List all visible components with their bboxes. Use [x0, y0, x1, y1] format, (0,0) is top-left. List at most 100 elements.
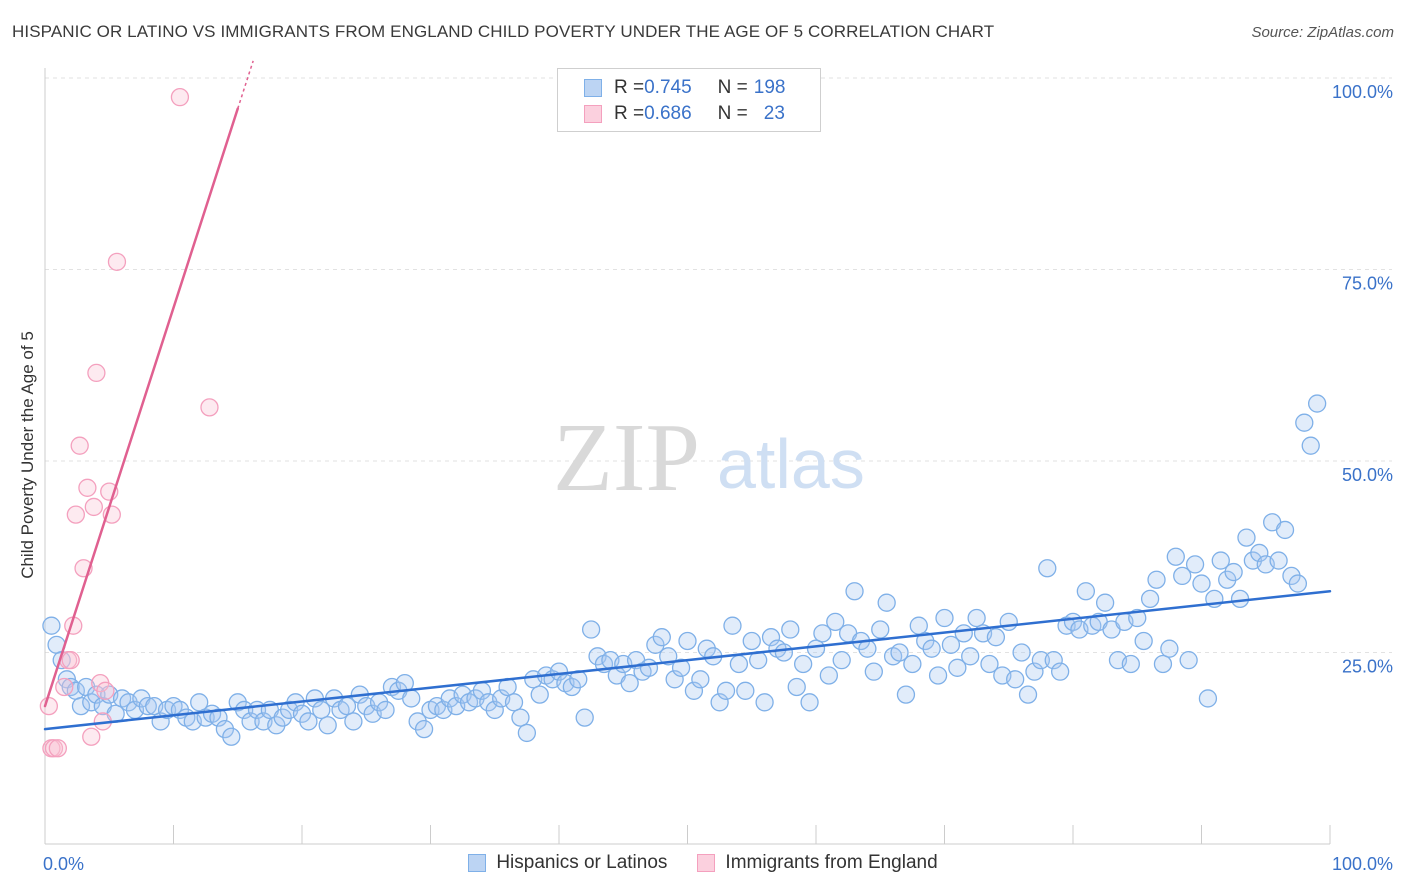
y-tick-label-50: 50.0% — [1342, 465, 1393, 485]
watermark-atlas: atlas — [717, 425, 865, 503]
england-point — [55, 677, 74, 697]
hispanic-point — [794, 654, 813, 674]
x-tick-label-0: 0.0% — [43, 854, 84, 874]
axes — [44, 68, 1331, 845]
hispanic-point — [967, 608, 986, 628]
hispanic-point — [581, 620, 601, 639]
hispanic-point — [414, 719, 434, 739]
hispanic-point — [665, 670, 684, 689]
hispanic-point — [941, 635, 961, 654]
hispanic-point — [138, 696, 157, 716]
legend-label-england: Immigrants from England — [725, 852, 938, 873]
hispanic-point — [723, 616, 742, 635]
hispanic-point — [42, 616, 61, 635]
hispanic-point — [678, 631, 697, 651]
y-tick-label-25: 25.0% — [1342, 657, 1393, 677]
hispanic-point — [671, 658, 691, 677]
hispanic-point — [1121, 654, 1140, 674]
hispanic-point — [954, 624, 973, 643]
hispanic-point — [755, 693, 774, 712]
hispanic-point — [980, 654, 999, 674]
hispanic-point — [832, 651, 851, 670]
hispanic-point — [1308, 394, 1327, 413]
hispanic-point — [318, 716, 337, 735]
hispanic-swatch — [584, 79, 602, 97]
hispanic-point — [903, 654, 922, 674]
hispanic-point — [1275, 520, 1295, 540]
england-point — [70, 436, 89, 455]
england-trend-extension — [237, 60, 254, 109]
y-tick-labels: 25.0% 50.0% 75.0% 100.0% — [1332, 82, 1393, 677]
hispanic-point — [1288, 574, 1308, 593]
hispanic-point — [1012, 643, 1031, 662]
hispanic-point — [999, 612, 1018, 632]
england-point — [96, 681, 115, 700]
hispanic-point — [190, 693, 209, 712]
hispanic-point — [742, 631, 761, 651]
hispanic-point — [1128, 608, 1147, 628]
hispanic-point — [845, 582, 864, 601]
hispanic-point — [1198, 689, 1218, 708]
hispanic-point — [774, 643, 794, 662]
hispanic-point — [826, 612, 845, 632]
legend-item-england: Immigrants from England — [697, 852, 938, 874]
n-value: 198 — [753, 77, 786, 98]
hispanic-point — [71, 696, 91, 716]
hispanic-point — [517, 723, 537, 743]
england-point — [78, 478, 97, 497]
hispanic-point — [691, 670, 710, 689]
n-label: N = — [717, 77, 748, 98]
watermark-zip: ZIP — [553, 404, 700, 512]
hispanic-point — [222, 727, 241, 746]
hispanic-point — [1185, 555, 1205, 574]
hispanic-point — [909, 616, 928, 635]
hispanic-point — [935, 608, 954, 628]
hispanic-point — [209, 708, 228, 727]
hispanic-point — [485, 700, 504, 720]
england-point — [107, 252, 127, 271]
england-point — [87, 363, 106, 383]
hispanic-point — [1095, 593, 1115, 612]
hispanic-point — [1076, 582, 1095, 601]
england-point — [39, 696, 59, 716]
y-tick-label-75: 75.0% — [1342, 274, 1393, 294]
hispanic-point — [877, 593, 896, 612]
legend-item-hispanic: Hispanics or Latinos — [468, 852, 667, 874]
hispanic-point — [761, 628, 781, 647]
england-point — [200, 398, 219, 417]
hispanic-point — [1025, 662, 1044, 681]
hispanic-point — [896, 685, 916, 704]
hispanic-point — [1301, 436, 1320, 455]
n-label: N = — [717, 103, 748, 124]
hispanic-point — [800, 693, 819, 712]
hispanic-point — [639, 658, 659, 677]
hispanic-point — [922, 639, 941, 658]
hispanic-point — [376, 700, 395, 720]
stats-row-england: R = 0.686 N = 23 — [584, 102, 785, 126]
hispanic-point — [781, 620, 800, 639]
hispanic-point — [961, 647, 980, 666]
hispanic-point — [813, 624, 832, 643]
stats-legend: R = 0.745 N = 198 R = 0.686 N = 23 — [557, 68, 821, 132]
hispanic-point — [1211, 551, 1230, 570]
hispanic-point — [1269, 551, 1288, 570]
chart-title: HISPANIC OR LATINO VS IMMIGRANTS FROM EN… — [12, 22, 995, 41]
r-label: R = — [614, 77, 645, 98]
hispanic-point — [1192, 574, 1211, 593]
england-trend-line — [43, 107, 239, 708]
hispanic-point — [864, 662, 883, 681]
hispanic-point — [344, 712, 363, 731]
r-label: R = — [614, 103, 645, 124]
hispanic-point — [1134, 631, 1153, 651]
hispanic-point — [1295, 413, 1314, 432]
series-legend: Hispanics or Latinos Immigrants from Eng… — [0, 852, 1406, 874]
grid-lines — [45, 77, 1392, 653]
hispanic-point — [928, 666, 948, 685]
england-swatch — [584, 105, 602, 123]
hispanic-point — [986, 628, 1006, 647]
hispanic-point — [652, 628, 671, 647]
hispanic-point — [1153, 654, 1173, 674]
hispanic-point — [1140, 589, 1160, 609]
hispanic-point — [871, 620, 890, 639]
watermark: ZIP atlas — [553, 404, 865, 512]
